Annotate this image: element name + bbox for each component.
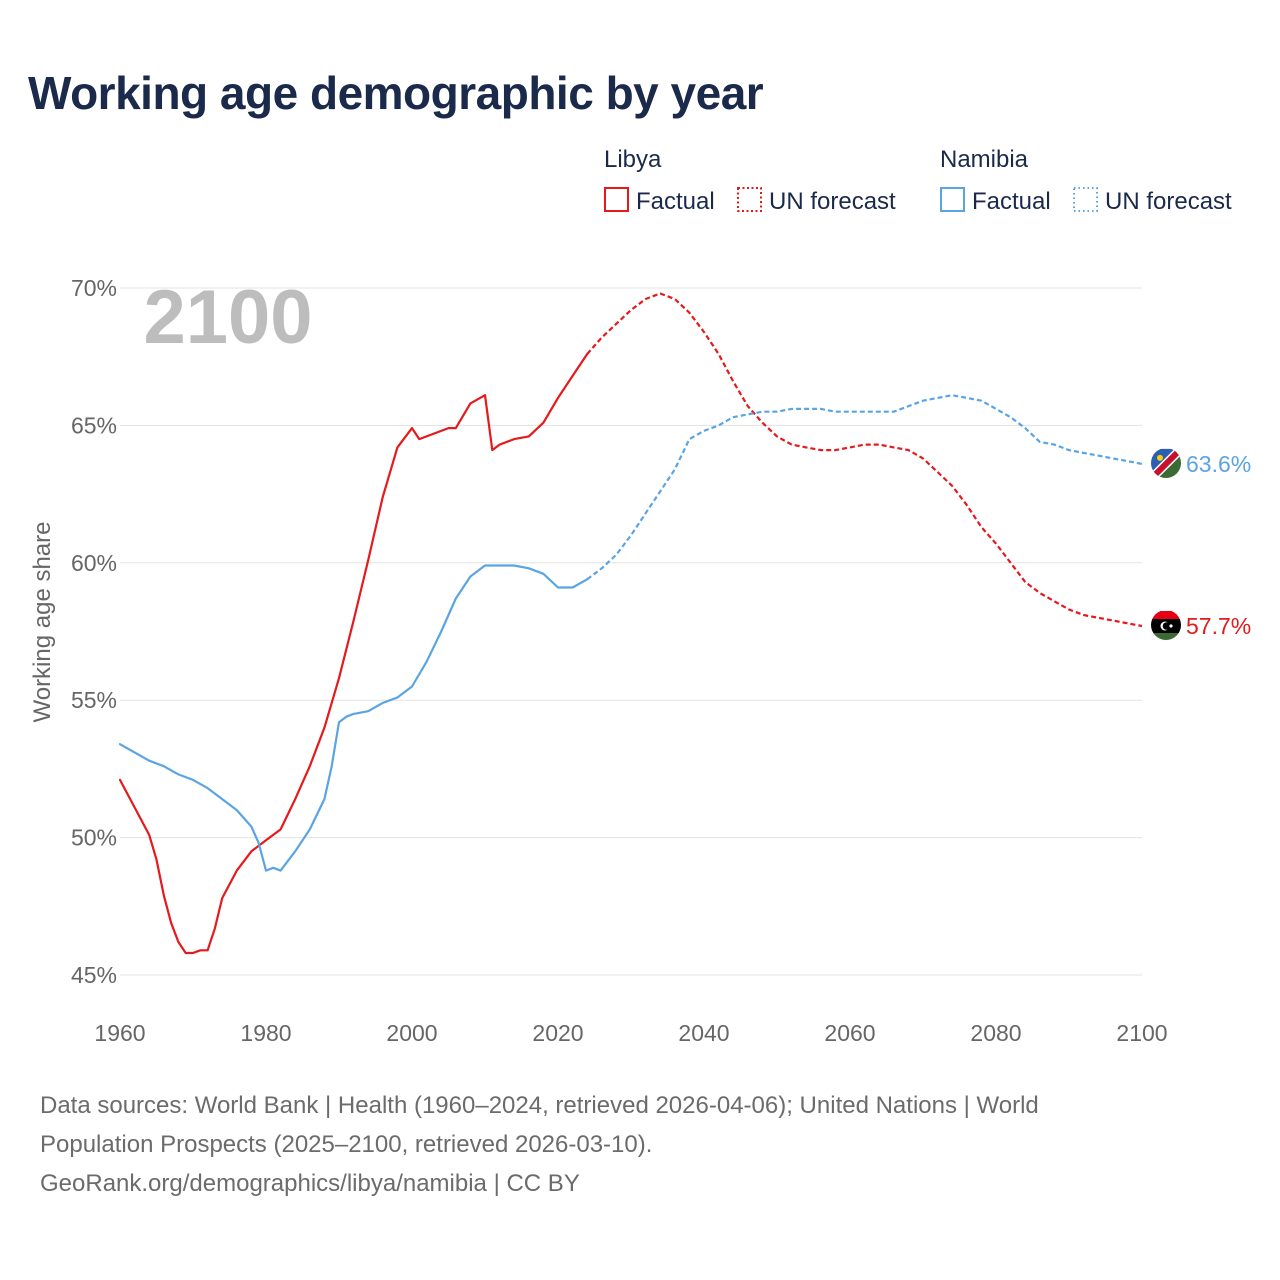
namibia-flag-icon bbox=[1151, 448, 1181, 478]
y-tick-label: 60% bbox=[71, 550, 117, 576]
legend-forecast-label: UN forecast bbox=[1105, 188, 1232, 215]
libya-flag-crescent-cut bbox=[1162, 622, 1171, 630]
libya-end-label: 57.7% bbox=[1186, 613, 1251, 639]
year-watermark: 2100 bbox=[143, 275, 312, 360]
legend-group-title: Libya bbox=[604, 146, 662, 173]
namibia-flag-red-band bbox=[1151, 448, 1181, 478]
legend-factual-swatch bbox=[604, 187, 629, 212]
end-labels: 57.7% 63.6% bbox=[1151, 448, 1251, 640]
sources-link[interactable]: GeoRank.org/demographics/libya/namibia |… bbox=[40, 1170, 580, 1197]
y-tick-label: 65% bbox=[71, 412, 117, 438]
libya-flag-red-band bbox=[1151, 611, 1181, 620]
libya-flag-icon bbox=[1151, 611, 1181, 640]
namibia-factual-line bbox=[118, 564, 589, 872]
series-lines bbox=[118, 292, 1143, 955]
chart: 45% 50% 55% 60% 65% 70% 1960 1980 2000 2020 2040 20… bbox=[29, 146, 1251, 1046]
sources-line: Data sources: World Bank | Health (1960–… bbox=[40, 1092, 1039, 1119]
legend: Libya Factual UN forecast Namibia Factual UN … bbox=[604, 146, 1232, 215]
legend-factual-label: Factual bbox=[972, 188, 1051, 215]
legend-forecast-swatch bbox=[737, 187, 762, 212]
gridlines bbox=[120, 287, 1142, 976]
x-tick-label: 2020 bbox=[532, 1020, 583, 1046]
y-axis-label: Working age share bbox=[29, 522, 56, 723]
x-tick-label: 2040 bbox=[678, 1020, 729, 1046]
y-tick-label: 45% bbox=[71, 962, 117, 988]
libya-flag-star bbox=[1169, 624, 1173, 628]
y-tick-label: 55% bbox=[71, 687, 117, 713]
page-title: Working age demographic by year bbox=[28, 67, 764, 119]
x-tick-label: 1980 bbox=[240, 1020, 291, 1046]
legend-forecast-label: UN forecast bbox=[769, 188, 896, 215]
namibia-end-label: 63.6% bbox=[1186, 451, 1251, 477]
legend-factual-label: Factual bbox=[636, 188, 715, 215]
legend-forecast-swatch bbox=[1073, 187, 1098, 212]
x-tick-label: 2000 bbox=[386, 1020, 437, 1046]
x-tick-label: 2100 bbox=[1116, 1020, 1167, 1046]
x-tick-label: 2060 bbox=[824, 1020, 875, 1046]
libya-flag-green-band bbox=[1151, 633, 1181, 640]
namibia-flag-sun bbox=[1157, 454, 1163, 461]
axes: 45% 50% 55% 60% 65% 70% 1960 1980 2000 2020 2040 20… bbox=[71, 275, 1168, 1046]
x-tick-label: 2080 bbox=[970, 1020, 1021, 1046]
libya-factual-line bbox=[118, 352, 589, 955]
namibia-forecast-line bbox=[586, 394, 1143, 581]
data-sources: Data sources: World Bank | Health (1960–… bbox=[40, 1086, 1240, 1203]
libya-forecast-line bbox=[586, 292, 1143, 628]
sources-line: Population Prospects (2025–2100, retriev… bbox=[40, 1131, 653, 1158]
legend-group-title: Namibia bbox=[940, 146, 1029, 173]
legend-factual-swatch bbox=[940, 187, 965, 212]
y-tick-label: 70% bbox=[71, 275, 117, 301]
y-tick-label: 50% bbox=[71, 825, 117, 851]
x-tick-label: 1960 bbox=[94, 1020, 145, 1046]
